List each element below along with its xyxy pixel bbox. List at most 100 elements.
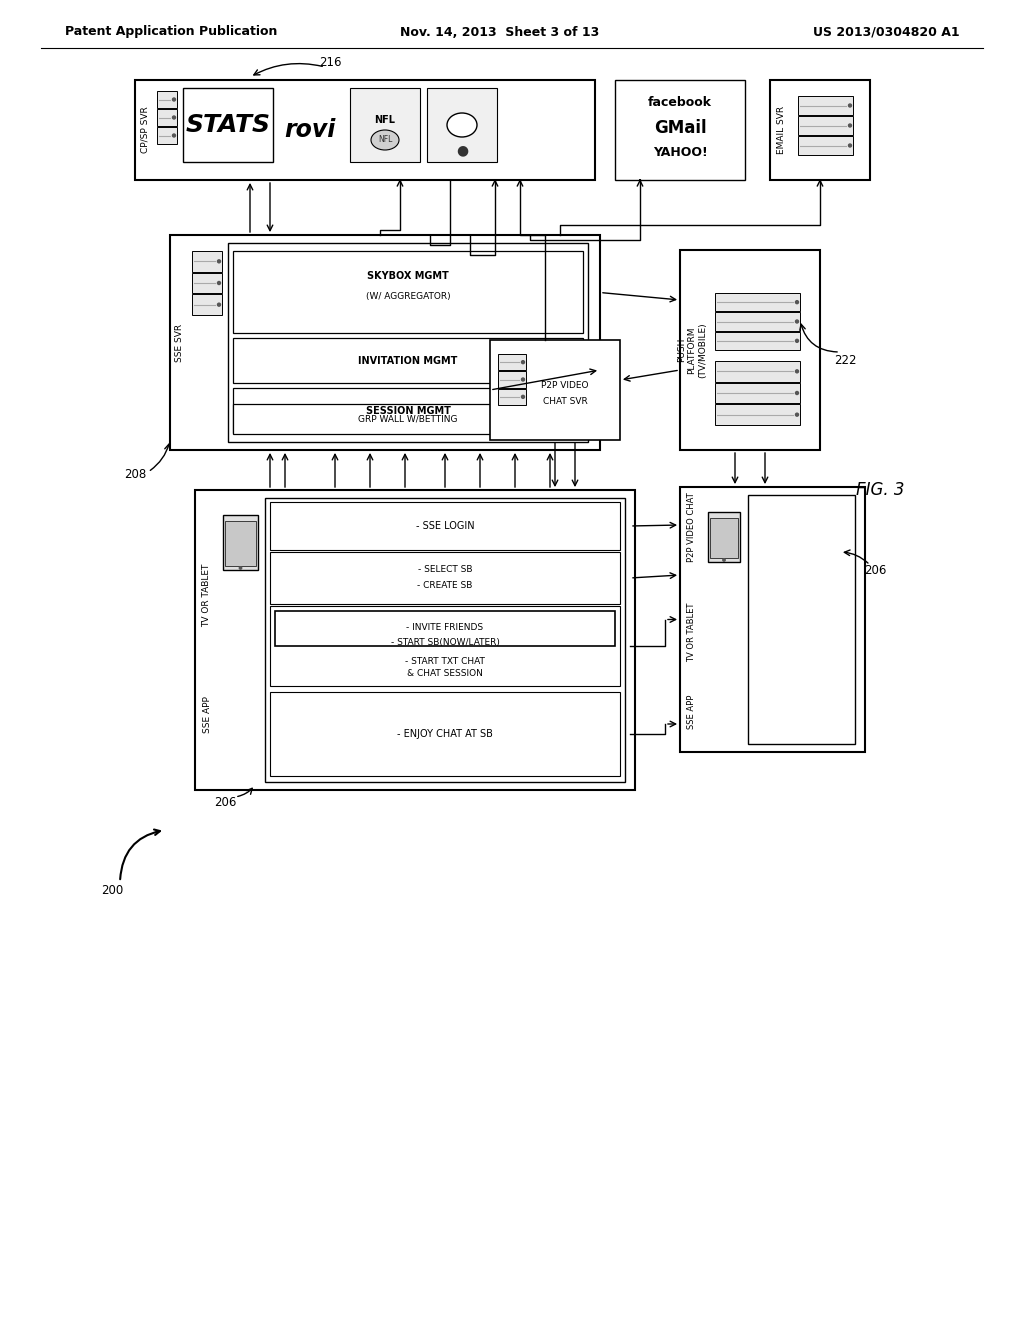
Bar bbox=[715, 293, 800, 312]
Text: 216: 216 bbox=[318, 55, 341, 69]
Circle shape bbox=[796, 413, 799, 416]
Text: 206: 206 bbox=[214, 796, 237, 808]
Text: P2P VIDEO CHAT: P2P VIDEO CHAT bbox=[687, 492, 696, 561]
Circle shape bbox=[849, 104, 852, 107]
Text: TV OR TABLET: TV OR TABLET bbox=[687, 603, 696, 663]
Circle shape bbox=[172, 98, 175, 102]
Bar bbox=[170, 235, 600, 450]
Text: - CREATE SB: - CREATE SB bbox=[418, 582, 473, 590]
Text: - SELECT SB: - SELECT SB bbox=[418, 565, 472, 574]
Text: GMail: GMail bbox=[653, 119, 707, 137]
Text: EMAIL SVR: EMAIL SVR bbox=[777, 106, 786, 154]
Text: SKYBOX MGMT: SKYBOX MGMT bbox=[368, 271, 449, 281]
Circle shape bbox=[521, 378, 524, 381]
Bar bbox=[225, 521, 256, 566]
Bar bbox=[270, 692, 620, 776]
Bar bbox=[135, 81, 595, 180]
Text: GRP WALL W/BETTING: GRP WALL W/BETTING bbox=[358, 414, 458, 424]
Text: facebook: facebook bbox=[648, 96, 712, 110]
Bar bbox=[798, 116, 853, 135]
Text: - ENJOY CHAT AT SB: - ENJOY CHAT AT SB bbox=[397, 729, 493, 739]
Text: - START SB(NOW/LATER): - START SB(NOW/LATER) bbox=[390, 639, 500, 648]
Circle shape bbox=[796, 370, 799, 372]
Text: rovi: rovi bbox=[285, 117, 336, 143]
Text: - INVITE FRIENDS: - INVITE FRIENDS bbox=[407, 623, 483, 632]
Text: & CHAT SESSION: & CHAT SESSION bbox=[408, 669, 483, 678]
Text: SSE APP: SSE APP bbox=[687, 696, 696, 730]
Bar bbox=[427, 88, 497, 162]
Bar bbox=[193, 294, 222, 315]
Text: CP/SP SVR: CP/SP SVR bbox=[140, 107, 150, 153]
Circle shape bbox=[217, 260, 220, 263]
Bar bbox=[770, 81, 870, 180]
Bar bbox=[498, 371, 526, 388]
Circle shape bbox=[849, 144, 852, 147]
Ellipse shape bbox=[371, 129, 399, 150]
Circle shape bbox=[521, 360, 524, 364]
Text: 222: 222 bbox=[834, 354, 856, 367]
Bar bbox=[715, 383, 800, 404]
Ellipse shape bbox=[447, 114, 477, 137]
Text: SESSION MGMT: SESSION MGMT bbox=[366, 405, 451, 416]
Text: - START TXT CHAT: - START TXT CHAT bbox=[406, 656, 485, 665]
Text: TV OR TABLET: TV OR TABLET bbox=[203, 564, 212, 627]
Circle shape bbox=[796, 319, 799, 323]
Text: CHAT SVR: CHAT SVR bbox=[543, 397, 588, 407]
Bar bbox=[490, 341, 620, 440]
Text: P2P VIDEO: P2P VIDEO bbox=[542, 380, 589, 389]
Circle shape bbox=[240, 566, 242, 569]
Circle shape bbox=[172, 135, 175, 137]
Text: 200: 200 bbox=[101, 883, 123, 896]
Text: NFL: NFL bbox=[378, 136, 392, 144]
Text: (W/ AGGREGATOR): (W/ AGGREGATOR) bbox=[366, 292, 451, 301]
Circle shape bbox=[796, 339, 799, 342]
Bar bbox=[615, 81, 745, 180]
Bar bbox=[223, 515, 258, 570]
Bar bbox=[680, 487, 865, 752]
Text: SSE APP: SSE APP bbox=[203, 697, 212, 734]
Bar bbox=[233, 404, 583, 434]
Bar bbox=[157, 110, 177, 125]
Circle shape bbox=[172, 116, 175, 119]
Bar bbox=[183, 88, 273, 162]
Bar bbox=[715, 404, 800, 425]
Circle shape bbox=[796, 392, 799, 395]
Bar bbox=[798, 96, 853, 115]
Circle shape bbox=[796, 301, 799, 304]
Bar bbox=[233, 251, 583, 333]
Bar bbox=[157, 91, 177, 108]
Text: FIG. 3: FIG. 3 bbox=[856, 480, 904, 499]
Bar bbox=[498, 354, 526, 371]
Text: 206: 206 bbox=[864, 564, 886, 577]
Bar bbox=[233, 388, 583, 433]
Text: ●: ● bbox=[456, 143, 468, 157]
Bar bbox=[680, 249, 820, 450]
Text: Nov. 14, 2013  Sheet 3 of 13: Nov. 14, 2013 Sheet 3 of 13 bbox=[400, 25, 600, 38]
Text: - SSE LOGIN: - SSE LOGIN bbox=[416, 521, 474, 531]
Circle shape bbox=[849, 124, 852, 127]
Bar bbox=[715, 331, 800, 350]
Text: Patent Application Publication: Patent Application Publication bbox=[65, 25, 278, 38]
Text: STATS: STATS bbox=[185, 114, 270, 137]
Bar bbox=[265, 498, 625, 781]
Bar bbox=[157, 127, 177, 144]
Bar bbox=[195, 490, 635, 789]
Text: SSE SVR: SSE SVR bbox=[175, 323, 184, 362]
Circle shape bbox=[217, 281, 220, 285]
Bar bbox=[710, 517, 738, 558]
Text: INVITATION MGMT: INVITATION MGMT bbox=[358, 355, 458, 366]
Bar bbox=[270, 606, 620, 686]
Bar bbox=[798, 136, 853, 154]
Circle shape bbox=[521, 395, 524, 399]
Bar bbox=[708, 512, 740, 562]
Bar bbox=[498, 388, 526, 405]
Text: 208: 208 bbox=[124, 469, 146, 482]
Bar bbox=[193, 273, 222, 293]
Text: YAHOO!: YAHOO! bbox=[652, 147, 708, 160]
Circle shape bbox=[217, 304, 220, 306]
Text: NFL: NFL bbox=[375, 115, 395, 125]
Bar bbox=[233, 338, 583, 383]
Bar bbox=[715, 313, 800, 331]
Bar bbox=[748, 495, 855, 744]
Text: PUSH
PLATFORM
(TV/MOBILE): PUSH PLATFORM (TV/MOBILE) bbox=[677, 322, 707, 378]
